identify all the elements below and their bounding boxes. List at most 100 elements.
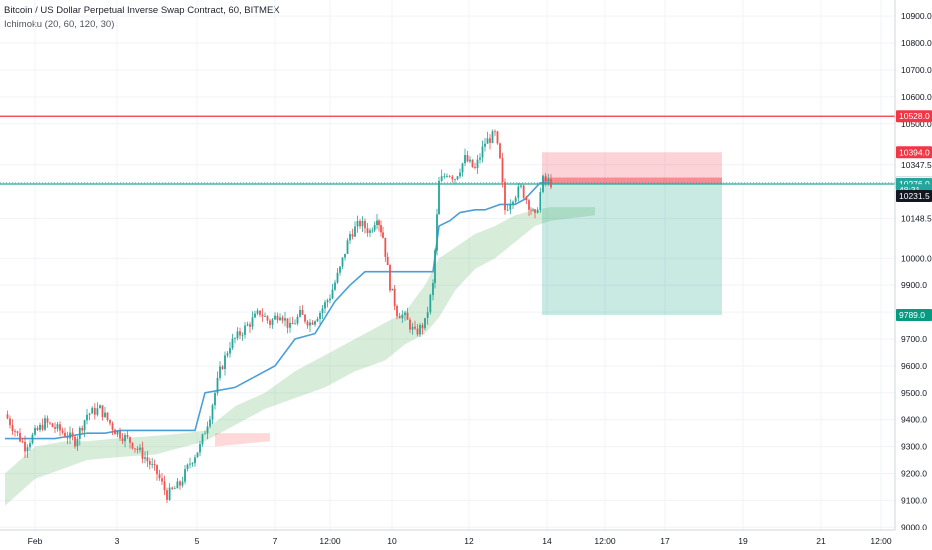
candle-body	[161, 478, 163, 482]
candle-body	[49, 422, 51, 424]
candle-body	[486, 138, 489, 144]
candle-body	[373, 225, 376, 231]
price-tick-label: 9300.0	[901, 442, 927, 452]
time-tick-label: 12:00	[870, 536, 892, 546]
candle-body	[517, 186, 520, 198]
candle-body	[131, 442, 134, 449]
candle-body	[419, 325, 421, 335]
price-tick-label: 9900.0	[901, 280, 927, 290]
candle-body	[547, 179, 550, 182]
time-tick-label: 14	[542, 536, 552, 546]
candle-body	[522, 185, 525, 198]
candle-body	[361, 220, 364, 227]
candle-body	[88, 413, 91, 415]
indicator-title: Ichimoku (20, 60, 120, 30)	[4, 19, 115, 30]
candle-body	[61, 430, 64, 433]
candle-body	[229, 348, 231, 354]
candle-body	[391, 288, 394, 291]
candle-body	[321, 308, 324, 314]
candle-body	[354, 226, 356, 237]
candle-body	[451, 176, 454, 180]
short-position-tool	[542, 152, 722, 316]
candle-body	[251, 317, 254, 327]
time-tick-label: 3	[115, 536, 120, 546]
candle-body	[294, 323, 296, 325]
candle-body	[291, 322, 294, 325]
candle-body	[509, 204, 512, 210]
candle-body	[158, 474, 161, 479]
candle-body	[216, 377, 219, 393]
candle-body	[179, 481, 181, 486]
candle-body	[181, 481, 184, 486]
candle-body	[214, 392, 216, 406]
price-tag-label: 10394.0	[899, 147, 930, 157]
candle-body	[144, 457, 146, 459]
ichimoku-cloud	[5, 207, 595, 506]
candle-body	[111, 423, 114, 430]
candle-body	[281, 317, 284, 321]
candle-body	[504, 181, 506, 211]
price-tags: 10528.010394.010280.510276.048:3110231.5…	[895, 110, 932, 322]
candle-body	[124, 435, 126, 442]
candle-body	[411, 326, 414, 330]
candle-body	[454, 179, 456, 181]
candle-body	[219, 366, 221, 378]
candle-body	[301, 309, 304, 315]
candle-body	[424, 318, 426, 329]
candle-body	[471, 159, 474, 167]
candle-body	[9, 418, 11, 426]
price-tag-bg	[896, 189, 932, 202]
time-tick-label: 5	[195, 536, 200, 546]
candle-body	[349, 234, 351, 241]
candle-body	[378, 220, 380, 226]
price-tick-label: 9500.0	[901, 388, 927, 398]
candle-body	[266, 316, 269, 321]
candle-body	[261, 314, 264, 317]
candle-body	[241, 334, 244, 336]
candle-body	[499, 143, 501, 159]
price-tick-label: 9600.0	[901, 361, 927, 371]
candle-body	[481, 146, 484, 158]
candle-body	[284, 318, 286, 321]
candle-body	[99, 405, 101, 409]
candle-body	[226, 353, 229, 356]
candle-body	[11, 425, 14, 431]
candle-body	[279, 317, 281, 321]
candle-body	[163, 481, 166, 491]
candle-body	[440, 176, 443, 181]
price-tag-bg	[896, 309, 932, 322]
candle-body	[239, 331, 241, 336]
candle-body	[544, 175, 547, 182]
candle-body	[274, 315, 276, 320]
candle-body	[299, 309, 301, 317]
candle-body	[86, 414, 88, 421]
candle-body	[129, 437, 131, 443]
candle-body	[326, 300, 329, 303]
candle-body	[41, 424, 44, 430]
time-tick-label: 10	[387, 536, 397, 546]
time-tick-label: 17	[660, 536, 670, 546]
candle-body	[319, 313, 321, 319]
candle-body	[234, 338, 236, 339]
candle-body	[246, 324, 249, 326]
candle-body	[404, 312, 406, 315]
price-tick-label: 9100.0	[901, 495, 927, 505]
candle-body	[446, 175, 448, 177]
candle-body	[44, 418, 46, 430]
candle-body	[398, 316, 401, 319]
candle-body	[464, 155, 466, 164]
candle-body	[289, 322, 291, 328]
cloud-green-area	[5, 207, 595, 506]
candle-body	[506, 209, 509, 211]
symbol-title: Bitcoin / US Dollar Perpetual Inverse Sw…	[4, 5, 280, 16]
candle-body	[324, 302, 326, 309]
candle-body	[542, 175, 544, 192]
candle-body	[530, 209, 532, 211]
candle-body	[74, 436, 76, 447]
candle-body	[484, 143, 486, 147]
entry-band	[542, 177, 722, 185]
candle-body	[153, 463, 156, 466]
candle-body	[286, 318, 289, 328]
candle-body	[536, 210, 539, 213]
